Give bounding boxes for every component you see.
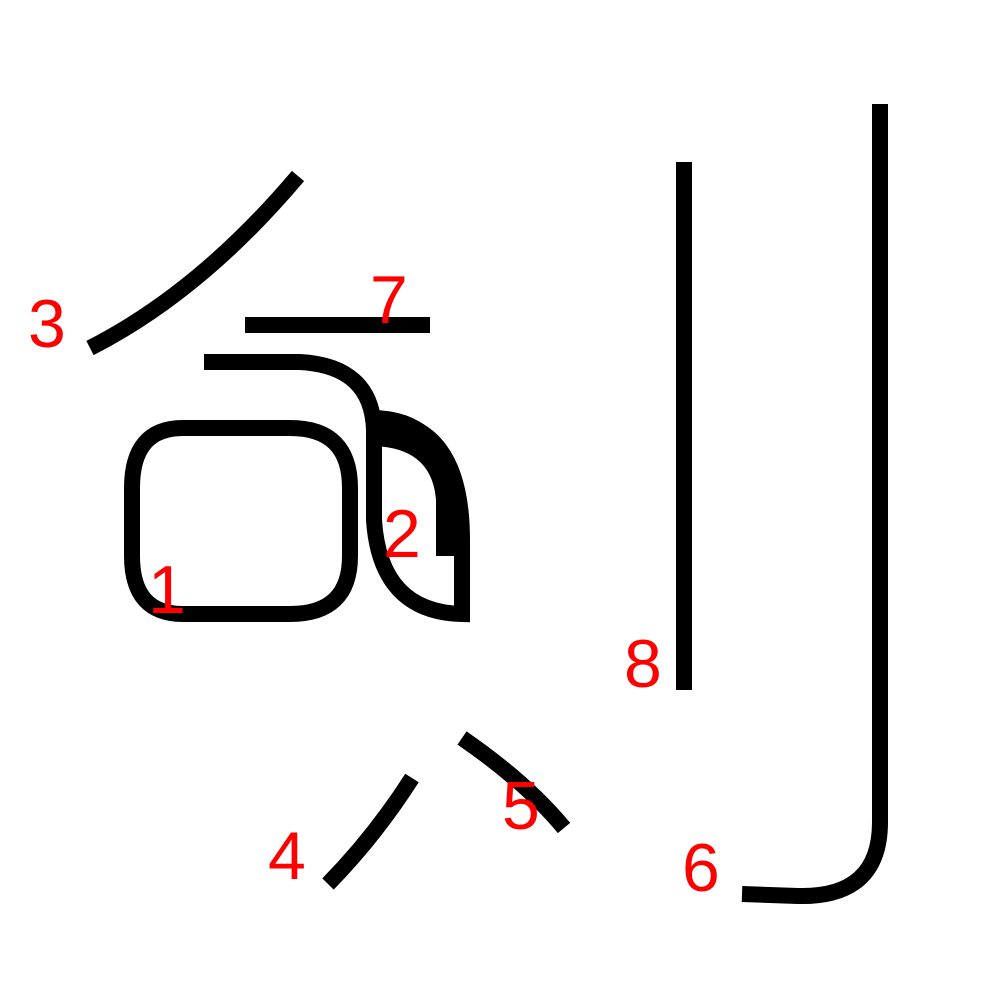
stroke-2-hook bbox=[374, 410, 460, 556]
stroke-6 bbox=[741, 104, 888, 905]
stroke-5 bbox=[457, 731, 571, 834]
stroke-number-7: 7 bbox=[370, 262, 408, 338]
stroke-number-6: 6 bbox=[682, 830, 720, 906]
stroke-3 bbox=[86, 170, 305, 356]
stroke-number-5: 5 bbox=[502, 768, 540, 844]
stroke-4 bbox=[322, 773, 419, 890]
stroke-1 bbox=[124, 420, 358, 622]
stroke-number-4: 4 bbox=[268, 818, 306, 894]
stroke-2 bbox=[204, 354, 470, 623]
stroke-number-3: 3 bbox=[28, 286, 66, 362]
stroke-number-2: 2 bbox=[383, 496, 421, 572]
stroke-number-1: 1 bbox=[148, 552, 186, 628]
stroke-number-8: 8 bbox=[624, 626, 662, 702]
